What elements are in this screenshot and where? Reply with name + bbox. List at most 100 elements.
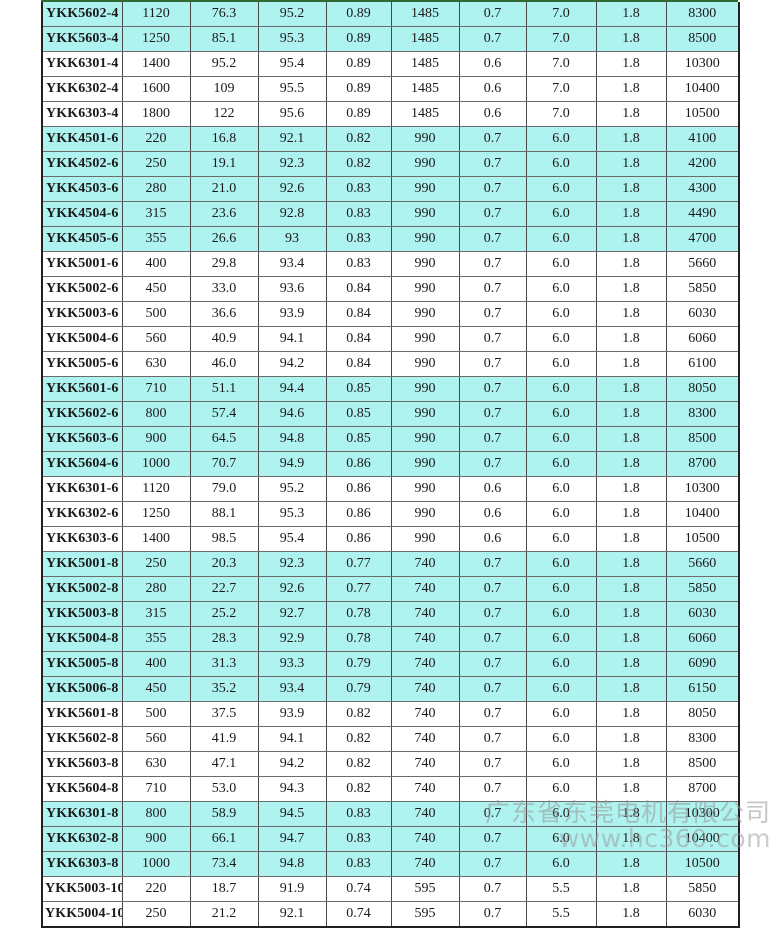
- cell-model: YKK4505-6: [42, 226, 123, 252]
- cell-weight_kg: 5660: [666, 251, 739, 277]
- cell-power_kw: 1250: [122, 501, 191, 527]
- cell-torque_ratio: 1.8: [596, 626, 667, 652]
- cell-speed_rpm: 990: [391, 476, 460, 502]
- cell-power_kw: 280: [122, 176, 191, 202]
- cell-model: YKK4504-6: [42, 201, 123, 227]
- cell-power_kw: 250: [122, 901, 191, 928]
- cell-weight_kg: 10400: [666, 501, 739, 527]
- table-row: YKK5003-10 220 18.7 91.9 0.74 595 0.7 5.5 1.8 585…: [42, 876, 739, 902]
- table-row: YKK5003-6 500 36.6 93.9 0.84 990 0.7 6.0 1.8 6030: [42, 301, 739, 327]
- cell-model: YKK6301-6: [42, 476, 123, 502]
- cell-efficiency_pct: 93.9: [258, 301, 327, 327]
- cell-power_kw: 1400: [122, 526, 191, 552]
- cell-speed_rpm: 595: [391, 901, 460, 928]
- cell-weight_kg: 6150: [666, 676, 739, 702]
- cell-speed_rpm: 740: [391, 751, 460, 777]
- cell-power_kw: 710: [122, 376, 191, 402]
- cell-speed_rpm: 990: [391, 151, 460, 177]
- cell-model: YKK5003-6: [42, 301, 123, 327]
- cell-starting_current_ratio: 6.0: [526, 576, 597, 602]
- cell-efficiency_pct: 92.3: [258, 551, 327, 577]
- table-row: YKK5604-8 710 53.0 94.3 0.82 740 0.7 6.0 1.8 8700: [42, 776, 739, 802]
- table-row: YKK5603-8 630 47.1 94.2 0.82 740 0.7 6.0 1.8 8500: [42, 751, 739, 777]
- motor-spec-table-container: YKK5602-4 1120 76.3 95.2 0.89 1485 0.7 7.0 1.8 83…: [41, 2, 740, 928]
- cell-speed_rpm: 740: [391, 801, 460, 827]
- cell-starting_current_ratio: 6.0: [526, 801, 597, 827]
- cell-slip_or_ratio: 0.7: [459, 651, 527, 677]
- table-row: YKK5602-4 1120 76.3 95.2 0.89 1485 0.7 7.0 1.8 83…: [42, 2, 739, 27]
- table-row: YKK6303-6 1400 98.5 95.4 0.86 990 0.6 6.0 1.8 105…: [42, 526, 739, 552]
- cell-power_factor: 0.83: [326, 226, 392, 252]
- table-row: YKK5005-6 630 46.0 94.2 0.84 990 0.7 6.0 1.8 6100: [42, 351, 739, 377]
- cell-slip_or_ratio: 0.7: [459, 201, 527, 227]
- cell-current_a: 29.8: [190, 251, 259, 277]
- cell-power_factor: 0.79: [326, 651, 392, 677]
- cell-starting_current_ratio: 6.0: [526, 451, 597, 477]
- cell-weight_kg: 8500: [666, 26, 739, 52]
- cell-efficiency_pct: 95.2: [258, 2, 327, 27]
- cell-efficiency_pct: 94.4: [258, 376, 327, 402]
- cell-speed_rpm: 740: [391, 551, 460, 577]
- cell-speed_rpm: 1485: [391, 2, 460, 27]
- cell-model: YKK4503-6: [42, 176, 123, 202]
- cell-speed_rpm: 595: [391, 876, 460, 902]
- cell-weight_kg: 10500: [666, 851, 739, 877]
- cell-torque_ratio: 1.8: [596, 401, 667, 427]
- cell-current_a: 66.1: [190, 826, 259, 852]
- cell-power_factor: 0.78: [326, 626, 392, 652]
- cell-efficiency_pct: 93.6: [258, 276, 327, 302]
- cell-power_kw: 1000: [122, 451, 191, 477]
- cell-starting_current_ratio: 6.0: [526, 401, 597, 427]
- cell-torque_ratio: 1.8: [596, 451, 667, 477]
- cell-current_a: 33.0: [190, 276, 259, 302]
- cell-speed_rpm: 990: [391, 526, 460, 552]
- cell-model: YKK5601-8: [42, 701, 123, 727]
- cell-model: YKK5603-6: [42, 426, 123, 452]
- cell-torque_ratio: 1.8: [596, 26, 667, 52]
- cell-model: YKK5004-6: [42, 326, 123, 352]
- cell-model: YKK5604-8: [42, 776, 123, 802]
- cell-starting_current_ratio: 6.0: [526, 826, 597, 852]
- cell-starting_current_ratio: 7.0: [526, 51, 597, 77]
- cell-efficiency_pct: 94.2: [258, 351, 327, 377]
- cell-speed_rpm: 1485: [391, 26, 460, 52]
- cell-starting_current_ratio: 6.0: [526, 326, 597, 352]
- cell-starting_current_ratio: 6.0: [526, 426, 597, 452]
- cell-model: YKK5002-6: [42, 276, 123, 302]
- cell-power_kw: 280: [122, 576, 191, 602]
- cell-slip_or_ratio: 0.7: [459, 701, 527, 727]
- table-row: YKK5604-6 1000 70.7 94.9 0.86 990 0.7 6.0 1.8 870…: [42, 451, 739, 477]
- cell-current_a: 47.1: [190, 751, 259, 777]
- cell-model: YKK5002-8: [42, 576, 123, 602]
- cell-model: YKK5604-6: [42, 451, 123, 477]
- cell-slip_or_ratio: 0.7: [459, 2, 527, 27]
- cell-slip_or_ratio: 0.6: [459, 76, 527, 102]
- cell-speed_rpm: 990: [391, 326, 460, 352]
- cell-torque_ratio: 1.8: [596, 501, 667, 527]
- cell-slip_or_ratio: 0.7: [459, 426, 527, 452]
- table-row: YKK5005-8 400 31.3 93.3 0.79 740 0.7 6.0 1.8 6090: [42, 651, 739, 677]
- cell-power_kw: 560: [122, 326, 191, 352]
- cell-current_a: 57.4: [190, 401, 259, 427]
- cell-efficiency_pct: 92.6: [258, 576, 327, 602]
- motor-spec-table-body: YKK5602-4 1120 76.3 95.2 0.89 1485 0.7 7.0 1.8 83…: [42, 2, 739, 928]
- cell-slip_or_ratio: 0.6: [459, 101, 527, 127]
- cell-torque_ratio: 1.8: [596, 676, 667, 702]
- cell-power_factor: 0.89: [326, 101, 392, 127]
- cell-torque_ratio: 1.8: [596, 51, 667, 77]
- cell-power_factor: 0.82: [326, 151, 392, 177]
- cell-power_factor: 0.86: [326, 451, 392, 477]
- table-row: YKK4501-6 220 16.8 92.1 0.82 990 0.7 6.0 1.8 4100: [42, 126, 739, 152]
- cell-power_factor: 0.83: [326, 251, 392, 277]
- cell-weight_kg: 6030: [666, 901, 739, 928]
- cell-efficiency_pct: 94.1: [258, 326, 327, 352]
- cell-weight_kg: 6030: [666, 301, 739, 327]
- cell-model: YKK6303-6: [42, 526, 123, 552]
- cell-model: YKK6302-4: [42, 76, 123, 102]
- cell-speed_rpm: 740: [391, 776, 460, 802]
- cell-slip_or_ratio: 0.7: [459, 576, 527, 602]
- cell-power_kw: 630: [122, 351, 191, 377]
- cell-torque_ratio: 1.8: [596, 876, 667, 902]
- cell-starting_current_ratio: 6.0: [526, 651, 597, 677]
- table-row: YKK5001-8 250 20.3 92.3 0.77 740 0.7 6.0 1.8 5660: [42, 551, 739, 577]
